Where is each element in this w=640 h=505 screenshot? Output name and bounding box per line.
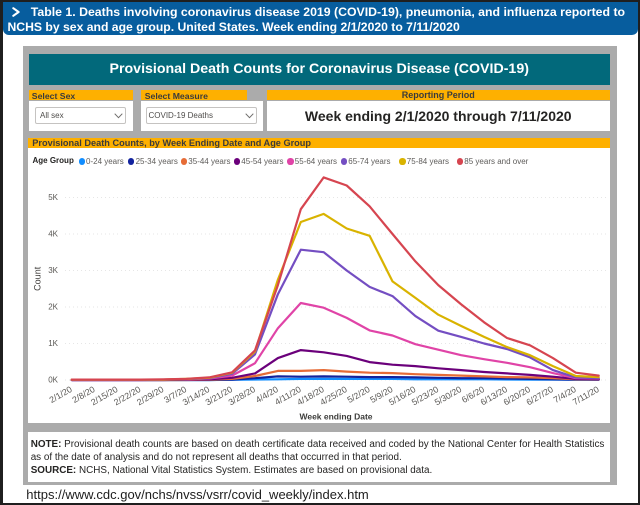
svg-text:2/29/20: 2/29/20: [135, 384, 166, 407]
svg-text:0K: 0K: [49, 375, 59, 384]
svg-text:3K: 3K: [49, 266, 59, 275]
svg-text:6/27/20: 6/27/20: [525, 384, 556, 407]
svg-text:5K: 5K: [49, 193, 59, 202]
svg-text:5/2/20: 5/2/20: [346, 384, 372, 405]
svg-text:Count: Count: [33, 266, 43, 291]
svg-text:3/28/20: 3/28/20: [227, 384, 258, 407]
svg-text:4/25/20: 4/25/20: [319, 384, 350, 407]
svg-text:1K: 1K: [49, 339, 59, 348]
svg-text:2K: 2K: [49, 302, 59, 311]
svg-text:5/30/20: 5/30/20: [433, 384, 464, 407]
svg-text:2/1/20: 2/1/20: [48, 384, 74, 405]
svg-text:Week ending Date: Week ending Date: [300, 411, 373, 421]
svg-text:7/11/20: 7/11/20: [571, 384, 601, 407]
svg-text:4K: 4K: [49, 229, 59, 238]
